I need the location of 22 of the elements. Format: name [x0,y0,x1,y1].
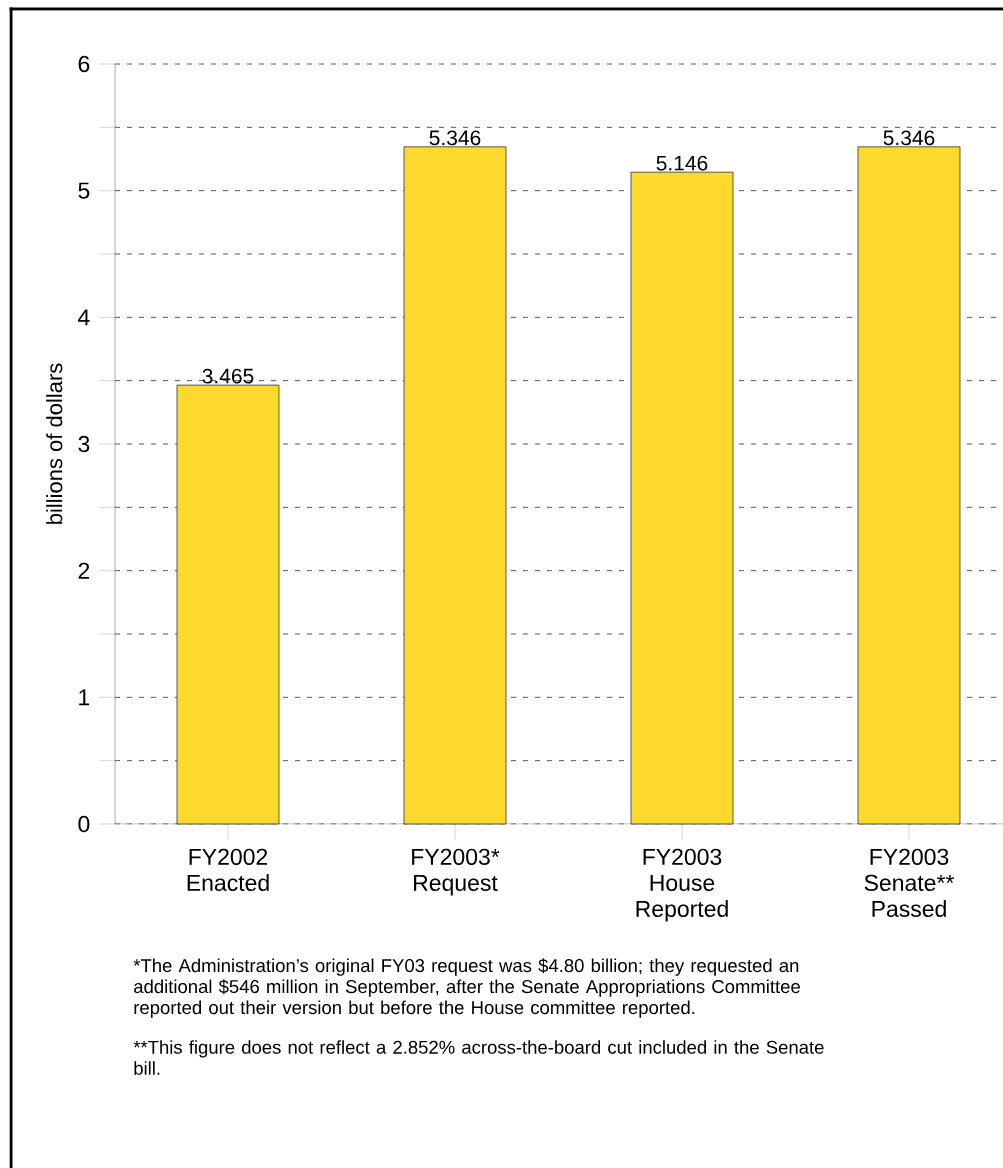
x-tick-label: FY2003* Request [412,848,500,896]
y-tick-label: 5 [78,182,90,199]
bar [403,146,507,825]
text: **This figure does not reflect a 2.852% across-the-board cut included in the Senate bill. [133,1040,824,1075]
y-tick-label: 1 [79,689,90,706]
y-tick-label: 4 [78,309,90,326]
data-label: 3.465 [202,368,254,384]
x-tick-label: FY2003 House Reported [636,848,728,922]
text: *The Administration’s original FY03 request was $4.80 billion; they requested an additional $546 million in September, after the Senate Appropriations Committee reported out their version but before the House committee reported. [133,958,800,1018]
x-tick-label: FY2002 Enacted [187,848,269,891]
y-tick-label: 0 [78,815,90,833]
data-label: 5.346 [883,130,935,146]
y-tick-label: 3 [78,435,90,453]
bar [630,171,734,825]
y-tick-label: 2 [78,562,90,579]
y-axis-title: billions of dollars [46,363,63,524]
data-label: 5.346 [429,130,481,146]
data-label: 5.146 [656,155,708,171]
y-tick-label: 6 [78,55,90,73]
bar [857,146,961,825]
x-tick-label: FY2003 Senate** Passed [864,848,955,917]
bar [176,384,280,825]
